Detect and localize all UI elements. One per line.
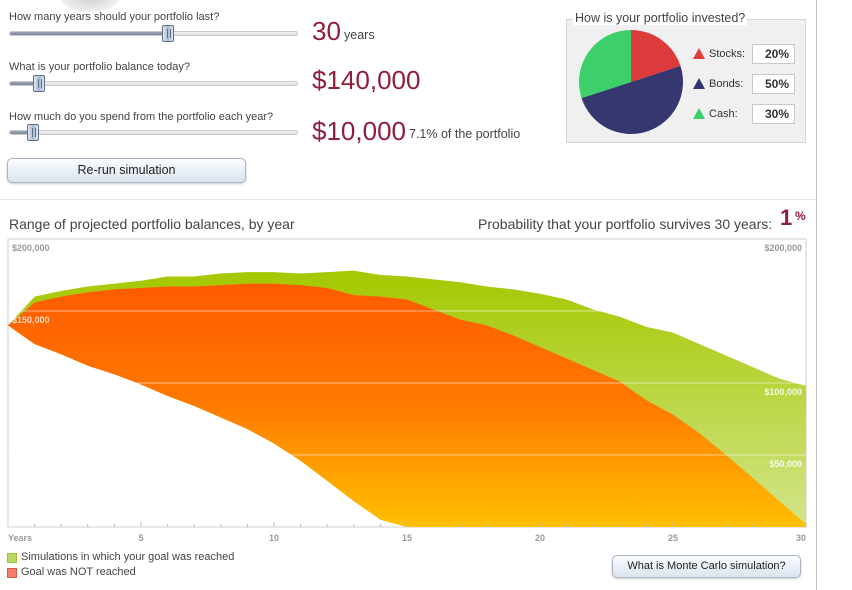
x-tick-label: 25 — [668, 533, 678, 543]
y-tick-label-right: $100,000 — [764, 387, 802, 397]
x-tick-label: 30 — [796, 533, 806, 543]
years-slider[interactable] — [9, 25, 298, 42]
cash-triangle-icon — [693, 108, 705, 119]
probability-label: Probability that your portfolio survives… — [478, 216, 773, 232]
x-tick-label: 5 — [138, 533, 143, 543]
stocks-label: Stocks: — [709, 48, 746, 60]
spend-slider-thumb[interactable] — [26, 124, 39, 141]
stocks-percent-field[interactable]: 20% — [752, 44, 795, 64]
y-tick-label-left: $150,000 — [12, 315, 50, 325]
goal-not-reached-area — [8, 283, 806, 527]
legend-goal-not-reached-label: Goal was NOT reached — [21, 566, 136, 578]
years-question-label: How many years should your portfolio las… — [9, 11, 220, 23]
balance-question-label: What is your portfolio balance today? — [9, 61, 190, 73]
probability-value: 1 — [780, 205, 793, 230]
spend-slider-fill — [10, 131, 33, 134]
top-shadow — [60, 0, 120, 12]
legend-goal-reached-label: Simulations in which your goal was reach… — [21, 551, 235, 563]
y-tick-label-left: $200,000 — [12, 243, 50, 253]
x-tick-label: 15 — [402, 533, 412, 543]
pie-slice-bonds — [581, 65, 683, 135]
legend-goal-reached-swatch — [7, 553, 17, 563]
years-slider-thumb[interactable] — [161, 25, 174, 42]
panel-border — [816, 0, 817, 590]
x-tick-label: 10 — [269, 533, 279, 543]
chart-title: Range of projected portfolio balances, b… — [9, 216, 295, 232]
section-divider — [0, 199, 816, 200]
y-tick-label-right: $200,000 — [764, 243, 802, 253]
y-tick-label-left: $100,000 — [12, 387, 50, 397]
pie-slice-stocks — [631, 30, 681, 82]
years-value: 30 — [312, 16, 341, 46]
cash-percent-field[interactable]: 30% — [752, 104, 795, 124]
spend-value: $10,000 — [312, 116, 406, 146]
allocation-pie-chart — [579, 30, 683, 135]
y-tick-label-left: $50,000 — [12, 459, 45, 469]
rerun-simulation-button[interactable]: Re-run simulation — [7, 158, 246, 183]
x-tick-label: 20 — [535, 533, 545, 543]
pie-slice-cash — [579, 30, 631, 99]
x-axis-label: Years — [8, 533, 32, 543]
cash-label: Cash: — [709, 108, 738, 120]
years-slider-fill — [10, 32, 168, 35]
spend-slider[interactable] — [9, 124, 298, 141]
legend-goal-not-reached-swatch — [7, 568, 17, 578]
y-tick-label-right: $150,000 — [764, 315, 802, 325]
years-unit: years — [344, 28, 375, 42]
balance-value: $140,000 — [312, 65, 421, 95]
monte-carlo-info-button[interactable]: What is Monte Carlo simulation? — [612, 555, 801, 578]
balance-slider[interactable] — [9, 75, 298, 92]
portfolio-balance-chart: $200,000 $200,000 $150,000 $150,000 $100,000… — [7, 238, 807, 543]
spend-question-label: How much do you spend from the portfolio… — [9, 111, 274, 123]
spend-percent-note: 7.1% of the portfolio — [409, 127, 521, 141]
bonds-percent-field[interactable]: 50% — [752, 74, 795, 94]
stocks-triangle-icon — [693, 48, 705, 59]
bonds-label: Bonds: — [709, 78, 744, 90]
balance-slider-fill — [10, 82, 39, 85]
balance-slider-thumb[interactable] — [32, 75, 45, 92]
y-tick-label-right: $50,000 — [769, 459, 802, 469]
allocation-title: How is your portfolio invested? — [573, 11, 748, 25]
probability-unit: % — [795, 209, 806, 223]
bonds-triangle-icon — [693, 78, 705, 89]
